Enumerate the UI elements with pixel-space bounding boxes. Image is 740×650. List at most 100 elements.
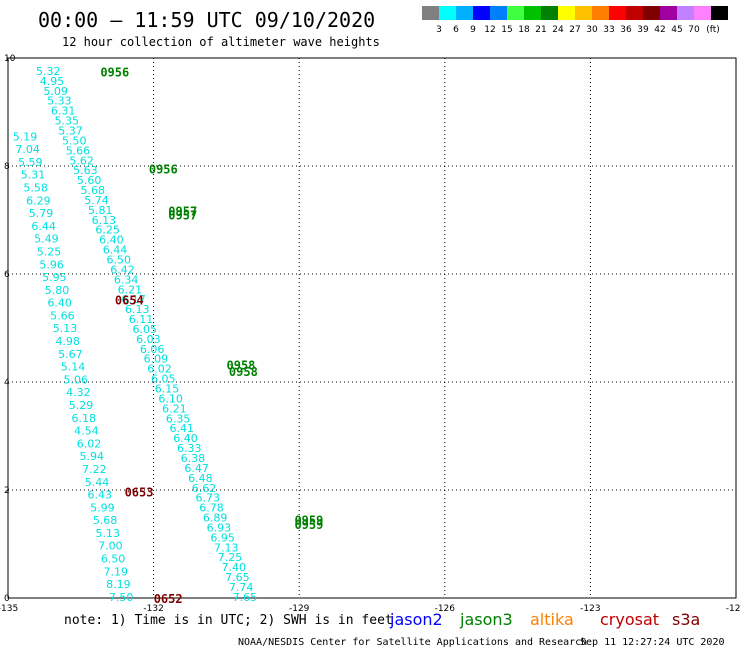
legend-tick-label: 33 [603, 25, 614, 35]
wave-height-value: 6.95 [210, 531, 235, 544]
mission-label-jason3: jason3 [459, 610, 513, 629]
wave-height-value: 6.43 [87, 489, 112, 502]
legend-tick-label: 21 [535, 25, 546, 35]
legend-swatch [456, 6, 473, 20]
wave-height-value: 6.15 [155, 383, 180, 396]
wave-height-value: 5.99 [90, 501, 115, 514]
legend-swatch [711, 6, 728, 20]
wave-height-value: 6.44 [103, 244, 128, 257]
legend-swatch [575, 6, 592, 20]
legend-tick-label: 42 [654, 25, 665, 35]
wave-height-value: 6.13 [92, 214, 117, 227]
wave-height-value: 6.42 [110, 263, 135, 276]
wave-height-value: 5.67 [58, 348, 83, 361]
wave-height-value: 6.18 [71, 412, 96, 425]
wave-height-value: 5.35 [55, 115, 80, 128]
wave-height-value: 6.03 [136, 333, 161, 346]
wave-height-value: 6.25 [95, 224, 120, 237]
wave-height-value: 5.96 [39, 258, 64, 271]
wave-height-value: 6.73 [196, 492, 221, 505]
footer-timestamp: Sep 11 12:27:24 UTC 2020 [580, 637, 725, 648]
wave-height-value: 6.38 [181, 452, 206, 465]
wave-height-value: 6.50 [101, 553, 126, 566]
longitude-tick: -129 [289, 604, 310, 614]
legend-swatch [473, 6, 490, 20]
latitude-tick: 8 [4, 162, 10, 172]
legend-tick-label: 30 [586, 25, 598, 35]
wave-height-value: 6.29 [26, 194, 51, 207]
wave-height-value: 6.09 [144, 353, 169, 366]
wave-height-value: 7.74 [229, 581, 254, 594]
wave-height-value: 7.13 [214, 541, 239, 554]
wave-height-value: 5.49 [34, 233, 59, 246]
wave-height-value: 6.21 [118, 283, 143, 296]
wave-height-value: 5.80 [45, 284, 70, 297]
legend-tick-label: 39 [637, 25, 649, 35]
latitude-tick: 10 [4, 54, 16, 64]
mission-label-cryosat: cryosat [600, 610, 659, 629]
satellite-track-east: 5.324.955.095.336.315.355.375.505.665.62… [36, 65, 257, 604]
wave-height-value: 5.79 [29, 207, 54, 220]
wave-height-value: 7.19 [103, 565, 128, 578]
wave-height-value: 5.60 [77, 174, 102, 187]
wave-height-value: 7.50 [109, 591, 134, 604]
wave-height-value: 6.93 [207, 521, 232, 534]
wave-height-value: 6.41 [170, 422, 195, 435]
lat-lon-grid [7, 57, 737, 599]
legend-tick-label: 24 [552, 25, 564, 35]
wave-height-color-legend: 3 6 9 12 15 18 21 24 27 30 33 36 39 42 45 70 (ft) [422, 6, 728, 35]
longitude-tick: -135 [0, 604, 18, 614]
mission-label-s3a: s3a [672, 610, 700, 629]
wave-height-value: 5.81 [88, 204, 113, 217]
wave-height-value: 6.06 [140, 343, 165, 356]
satellite-track-west: 5.197.045.595.315.586.295.796.445.495.25… [13, 130, 134, 604]
pass-time-label: 0957 [168, 204, 197, 218]
wave-height-value: 8.19 [106, 578, 131, 591]
legend-swatch [439, 6, 456, 20]
wave-height-value: 5.06 [63, 373, 88, 386]
wave-height-value: 4.32 [66, 386, 91, 399]
latitude-tick: 4 [4, 378, 10, 388]
pass-time-label: 0956 [149, 163, 178, 177]
wave-height-value: 5.13 [53, 322, 78, 335]
wave-height-value: 6.89 [203, 512, 228, 525]
legend-unit: (ft) [706, 25, 720, 35]
wave-height-value: 5.13 [95, 527, 120, 540]
legend-swatch [643, 6, 660, 20]
map-frame [7, 57, 737, 599]
wave-height-value: 5.59 [18, 156, 43, 169]
wave-height-value: 6.31 [51, 105, 76, 118]
wave-height-value: 4.95 [40, 75, 65, 88]
latitude-tick: 6 [4, 270, 10, 280]
footer-note: note: 1) Time is in UTC; 2) SWH is in fe… [64, 613, 393, 628]
latitude-tick-labels: 0 2 4 6 8 10 [4, 54, 16, 604]
wave-height-value: 5.58 [23, 181, 48, 194]
pass-time-label: 0958 [227, 359, 256, 373]
wave-height-value: 5.66 [50, 309, 75, 322]
wave-height-value: 4.98 [55, 335, 80, 348]
legend-tick-label: 36 [620, 25, 632, 35]
wave-height-value: 5.29 [69, 399, 94, 412]
legend-swatch [541, 6, 558, 20]
wave-height-value: 6.78 [199, 502, 224, 515]
legend-tick-label: 9 [470, 25, 476, 35]
pass-time-label: 0653 [125, 486, 154, 500]
latitude-tick: 0 [4, 594, 10, 604]
wave-height-value: 7.65 [225, 571, 250, 584]
wave-height-value: 5.62 [69, 154, 94, 167]
pass-time-label: 0958 [229, 365, 258, 379]
wave-height-value: 6.17 [121, 293, 146, 306]
wave-height-value: 6.34 [114, 273, 139, 286]
legend-swatch [422, 6, 439, 20]
wave-height-value: 5.95 [42, 271, 67, 284]
longitude-tick: -126 [435, 604, 456, 614]
legend-tick-label: 70 [688, 25, 700, 35]
wave-height-value: 6.13 [125, 303, 150, 316]
wave-height-value: 7.00 [98, 540, 123, 553]
wave-height-value: 5.44 [85, 476, 110, 489]
wave-height-value: 7.04 [15, 143, 40, 156]
wave-height-value: 6.40 [47, 297, 72, 310]
wave-height-value: 6.47 [184, 462, 209, 475]
wave-height-value: 6.05 [132, 323, 157, 336]
wave-height-value: 6.21 [162, 402, 187, 415]
